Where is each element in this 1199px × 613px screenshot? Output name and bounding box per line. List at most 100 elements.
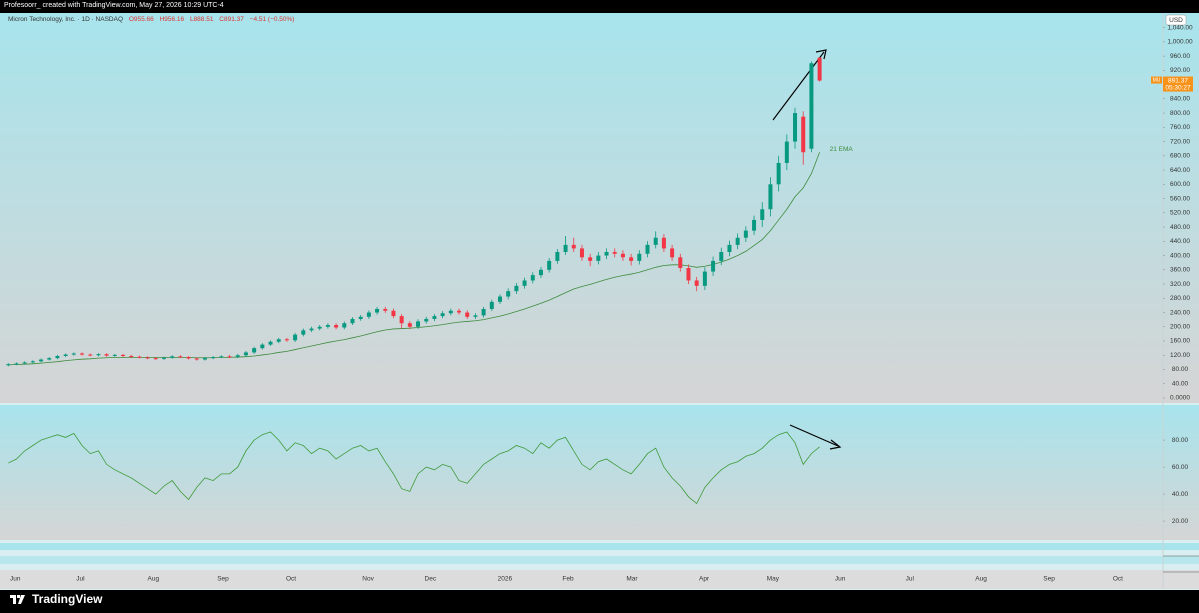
y-tick-label: 680.00	[1170, 153, 1190, 160]
candle-body	[202, 358, 207, 360]
y-tick-label: 1,040.00	[1167, 24, 1193, 31]
candle-body	[522, 280, 527, 286]
candle-body	[407, 323, 412, 327]
candle-body	[39, 359, 44, 362]
candle-body	[596, 255, 601, 261]
candle-body	[588, 257, 593, 261]
candle-body	[194, 358, 199, 360]
candle-body	[309, 328, 314, 331]
y-tick-label: 600.00	[1170, 181, 1190, 188]
candle-body	[227, 356, 232, 358]
candle-body	[538, 269, 543, 276]
candle-body	[563, 244, 568, 252]
y-tick-label: 240.00	[1170, 309, 1190, 316]
brand: TradingView	[32, 592, 103, 606]
trend-arrow	[789, 424, 839, 447]
candle-body	[366, 312, 371, 317]
candle-body	[514, 285, 519, 292]
rsi-pane	[0, 405, 1199, 540]
candle-body	[284, 339, 289, 341]
candle-body	[219, 356, 224, 358]
candle-body	[801, 116, 806, 153]
arrow-head	[829, 439, 842, 450]
candle-body	[620, 253, 625, 258]
x-tick-label: Oct	[286, 576, 296, 583]
candle-body	[145, 357, 150, 359]
candle-body	[629, 257, 634, 261]
x-tick-label: Sep	[217, 576, 229, 583]
candle-body	[809, 63, 814, 149]
y-tick-label: 120.00	[1170, 352, 1190, 359]
candle-body	[334, 325, 339, 328]
y-tick-label: 640.00	[1170, 167, 1190, 174]
x-tick-label: Sep	[1043, 576, 1055, 583]
x-tick-label: Aug	[975, 576, 987, 583]
candle-body	[448, 310, 453, 314]
change-value: −4.51 (−0.50%)	[249, 16, 295, 23]
candle-body	[260, 344, 265, 349]
candle-body	[30, 361, 35, 363]
candle-body	[784, 141, 789, 163]
candle-body	[432, 316, 437, 319]
x-tick-label: Jun	[10, 576, 21, 583]
candle-body	[711, 260, 716, 272]
candle-body	[170, 356, 175, 358]
candle-body	[350, 318, 355, 324]
candle-body	[571, 244, 576, 249]
y-tick-label: 80.00	[1172, 366, 1189, 373]
x-tick-label: Oct	[1113, 576, 1123, 583]
candle-body	[752, 219, 757, 231]
candle-body	[63, 354, 68, 356]
y-tick-label: 160.00	[1170, 338, 1190, 345]
x-tick-label: Jun	[835, 576, 846, 583]
y-tick-label: 760.00	[1170, 124, 1190, 131]
y-tick-label: 200.00	[1170, 323, 1190, 330]
candle-body	[243, 352, 248, 356]
candle-body	[555, 251, 560, 261]
y-tick-label: 1,000.00	[1167, 39, 1193, 46]
ema-line	[8, 152, 820, 366]
candle-body	[268, 341, 273, 345]
y-tick-label: 920.00	[1170, 67, 1190, 74]
candle-body	[506, 291, 511, 297]
candle-body	[645, 244, 650, 254]
candle-body	[735, 237, 740, 245]
candle-body	[137, 356, 142, 358]
currency: USD	[1169, 17, 1183, 24]
candle-body	[604, 251, 609, 256]
symbol-label: MU	[1153, 77, 1161, 83]
rsi-line	[8, 431, 820, 505]
ema-label: 21 EMA	[830, 146, 854, 153]
candle-body	[383, 308, 388, 311]
y-tick-label: 960.00	[1170, 53, 1190, 60]
legend: Micron Technology, Inc. · 1D · NASDAQ O9…	[8, 16, 298, 23]
candle-body	[358, 316, 363, 319]
x-tick-label: Jul	[906, 576, 915, 583]
candle-body	[670, 248, 675, 258]
candle-body	[178, 356, 183, 358]
footer: TradingView	[10, 592, 102, 606]
x-tick-label: Mar	[626, 576, 638, 583]
candle-body	[817, 57, 822, 81]
candle-body	[6, 364, 11, 366]
candle-body	[121, 354, 126, 356]
candle-body	[317, 326, 322, 329]
low-value: L888.51	[189, 16, 214, 23]
x-axis-band	[0, 570, 1199, 589]
candle-body	[391, 310, 396, 317]
empty-pane	[0, 556, 1199, 564]
candle-body	[776, 162, 781, 185]
y-tick-label: 360.00	[1170, 267, 1190, 274]
candle-body	[14, 363, 19, 365]
y-tick-label: 480.00	[1170, 224, 1190, 231]
y-tick-label: 40.00	[1172, 491, 1189, 498]
x-tick-label: May	[767, 576, 780, 583]
currency-box[interactable]	[1165, 14, 1187, 26]
candle-body	[22, 362, 27, 364]
candle-body	[293, 334, 298, 341]
candle-body	[678, 257, 683, 269]
x-tick-label: Nov	[362, 576, 374, 583]
candle-body	[497, 296, 502, 302]
y-tick-label: 20.00	[1172, 518, 1189, 525]
